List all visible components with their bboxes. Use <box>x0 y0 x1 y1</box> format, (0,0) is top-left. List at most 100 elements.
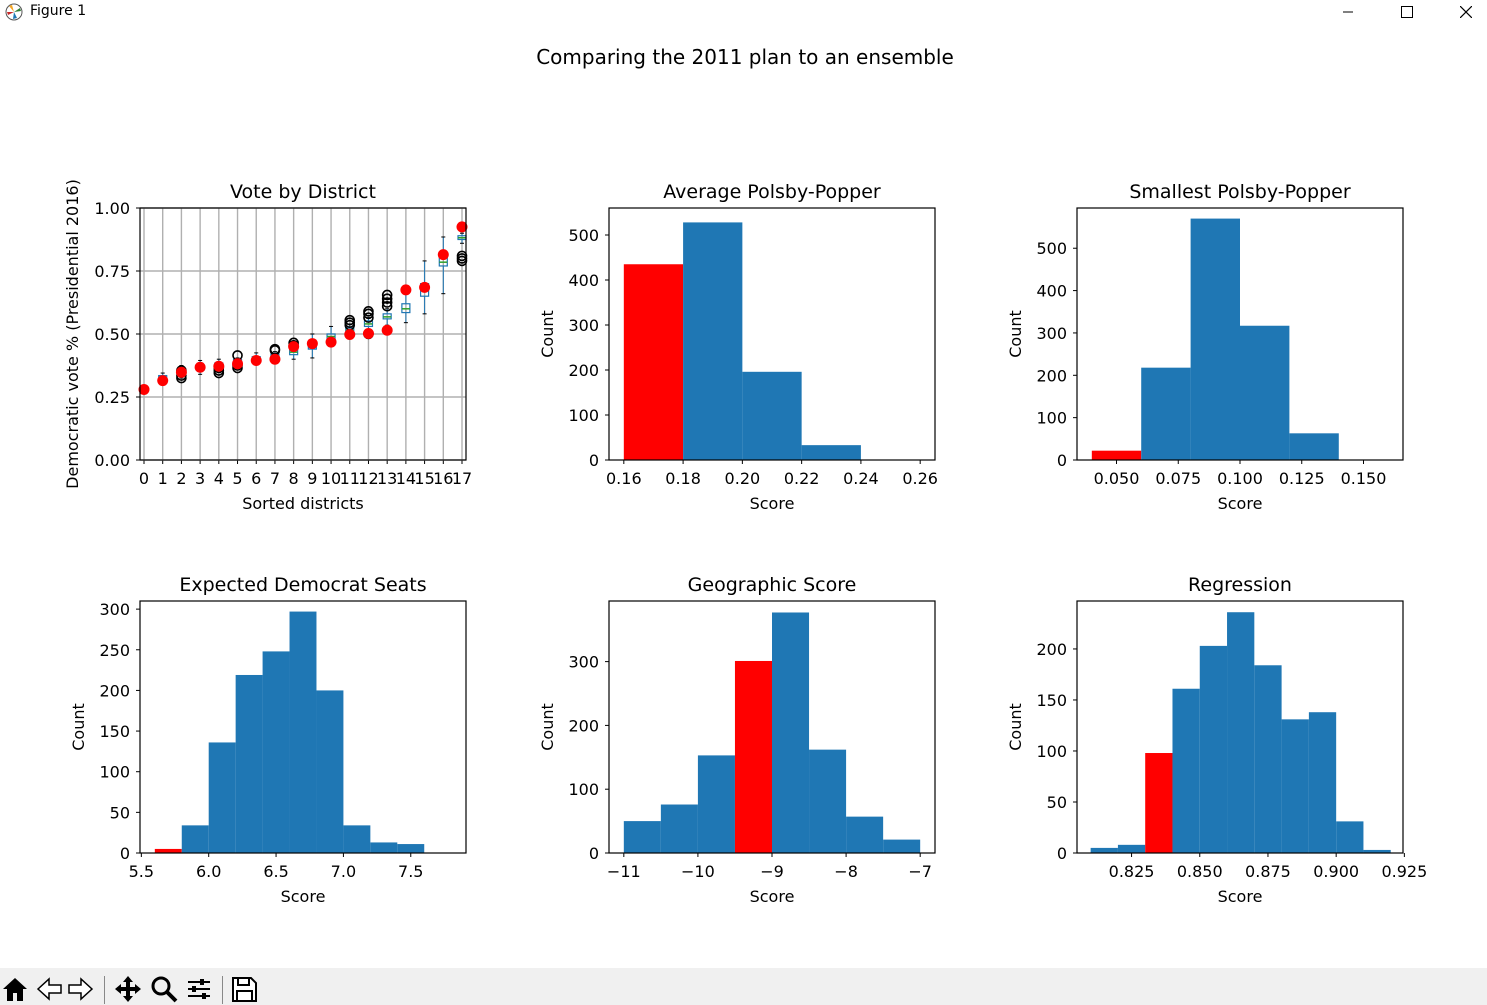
x-tick-label: 0.825 <box>1109 862 1155 881</box>
x-tick-label: 0.925 <box>1381 862 1427 881</box>
x-tick-label: 0.875 <box>1245 862 1291 881</box>
subplot-title: Regression <box>1188 574 1292 596</box>
y-tick-label: 300 <box>1036 324 1067 343</box>
home-button[interactable] <box>0 974 30 1004</box>
y-tick-label: 150 <box>1036 691 1067 710</box>
histogram-bar <box>208 742 236 853</box>
axes-frame <box>608 207 936 461</box>
outlier-point <box>269 343 281 355</box>
x-axis-label: Score <box>281 887 326 906</box>
histogram-bar <box>660 804 698 853</box>
x-axis-label: Score <box>750 887 795 906</box>
toolbar-separator <box>222 976 223 1004</box>
plan-point <box>175 366 187 378</box>
home-icon <box>3 978 27 1001</box>
x-tick-label: 0.050 <box>1094 469 1140 488</box>
x-tick-label: −11 <box>607 862 641 881</box>
axes-frame <box>1076 207 1404 461</box>
histogram-bar <box>397 844 425 853</box>
outlier-point <box>381 293 393 305</box>
histogram-bar <box>1145 753 1173 853</box>
histogram-bar <box>1090 847 1118 853</box>
histogram-bar <box>1308 712 1337 853</box>
x-tick-label: 0.26 <box>902 469 938 488</box>
subplot-title: Average Polsby-Popper <box>663 181 881 203</box>
x-tick-label: 7.5 <box>398 862 423 881</box>
pan-icon <box>115 976 141 1002</box>
histogram-bar <box>742 371 802 460</box>
x-tick-label: 0.16 <box>606 469 642 488</box>
histogram-bar <box>772 612 810 853</box>
figure-canvas: Comparing the 2011 plan to an ensemble 0… <box>63 45 1427 906</box>
outlier-point <box>381 289 393 301</box>
histogram-bar <box>883 839 921 853</box>
close-button[interactable] <box>1443 0 1487 24</box>
plan-point <box>456 221 468 233</box>
save-icon <box>232 977 257 1002</box>
y-tick-label: 0.25 <box>94 388 130 407</box>
histogram-bar <box>343 825 371 853</box>
back-button[interactable] <box>34 974 64 1004</box>
subplot-4: 5.5 6.0 6.5 7.0 7.5 0 50 100 150 200 250 300 Expecte… <box>69 574 467 906</box>
x-axis-label: Sorted districts <box>242 494 364 513</box>
plan-point <box>419 281 431 293</box>
x-tick-label: 7.0 <box>331 862 356 881</box>
outlier-point <box>381 297 393 308</box>
histogram-bar <box>1091 450 1142 460</box>
histogram-bar <box>289 611 317 853</box>
minimize-icon <box>1343 11 1353 13</box>
y-tick-label: 0 <box>120 844 130 863</box>
x-tick-label: −7 <box>908 862 932 881</box>
histogram-bar <box>683 222 743 460</box>
y-tick-label: 500 <box>1036 239 1067 258</box>
y-tick-label: 0.00 <box>94 451 130 470</box>
plan-point <box>269 353 281 365</box>
histogram-bar <box>623 264 684 460</box>
configure-button[interactable] <box>184 974 214 1004</box>
x-tick-label: −10 <box>681 862 715 881</box>
axes-frame <box>139 207 467 461</box>
forward-button[interactable] <box>66 974 96 1004</box>
toolbar-separator <box>104 976 105 1004</box>
y-tick-label: 100 <box>1036 742 1067 761</box>
x-tick-label: 6.5 <box>263 862 288 881</box>
y-tick-label: 100 <box>568 780 599 799</box>
x-tick-label: 6 <box>251 469 261 488</box>
y-tick-label: 0.50 <box>94 325 130 344</box>
pan-button[interactable] <box>113 974 143 1004</box>
histogram-bar <box>1281 719 1309 853</box>
y-axis-label: Count <box>1006 310 1025 358</box>
axes-frame <box>1076 600 1404 854</box>
x-tick-label: −9 <box>760 862 784 881</box>
outlier-point <box>381 300 393 312</box>
histogram-bar <box>1141 367 1191 460</box>
subplot-title: Vote by District <box>230 181 376 203</box>
window-title: Figure 1 <box>30 3 87 19</box>
plan-point <box>362 327 374 339</box>
x-tick-label: 11 <box>340 469 360 488</box>
x-tick-label: 8 <box>289 469 299 488</box>
save-button[interactable] <box>229 974 259 1004</box>
maximize-button[interactable] <box>1384 0 1430 24</box>
x-tick-label: −8 <box>834 862 858 881</box>
plan-point <box>138 383 150 395</box>
plan-point <box>250 354 262 366</box>
y-tick-label: 100 <box>99 763 130 782</box>
x-tick-label: 2 <box>176 469 186 488</box>
subplot-3: 0.050 0.075 0.100 0.125 0.150 0 100 200 300 400 50… <box>1006 181 1404 513</box>
histogram-bar <box>623 821 661 853</box>
y-tick-label: 300 <box>568 653 599 672</box>
outlier-point <box>363 306 374 317</box>
histogram-bar <box>1289 433 1339 460</box>
subplot-title: Geographic Score <box>688 574 857 596</box>
histogram-bar <box>1199 645 1228 853</box>
subplot-6: 0.825 0.850 0.875 0.900 0.925 0 50 100 150 200 Reg… <box>1006 574 1427 906</box>
x-tick-label: 15 <box>414 469 434 488</box>
x-tick-label: 1 <box>158 469 168 488</box>
zoom-button[interactable] <box>149 974 179 1004</box>
histogram-bar <box>1190 218 1240 460</box>
minimize-button[interactable] <box>1325 0 1371 24</box>
x-tick-label: 0.850 <box>1177 862 1223 881</box>
x-tick-label: 0.18 <box>665 469 701 488</box>
y-tick-label: 500 <box>568 226 599 245</box>
